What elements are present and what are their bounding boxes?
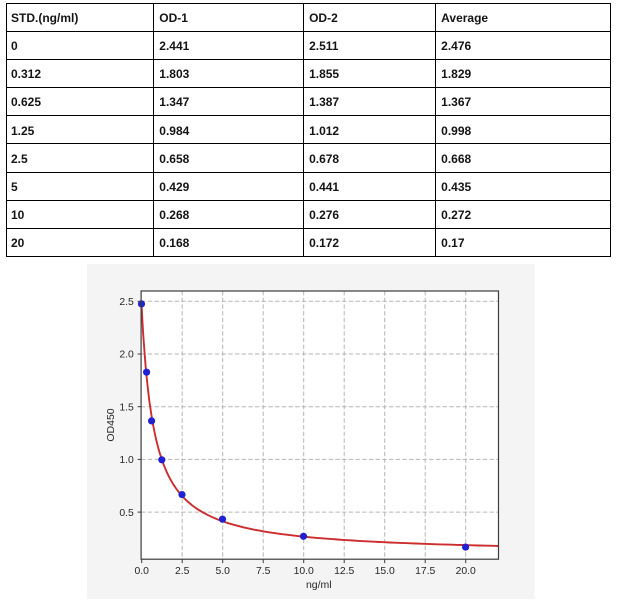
svg-text:2.5: 2.5 <box>175 566 190 577</box>
svg-text:1.0: 1.0 <box>119 455 134 466</box>
svg-text:2.0: 2.0 <box>119 350 134 361</box>
svg-text:5.0: 5.0 <box>215 566 230 577</box>
svg-text:OD450: OD450 <box>105 408 117 441</box>
svg-text:0.5: 0.5 <box>119 508 134 519</box>
svg-text:17.5: 17.5 <box>415 566 435 577</box>
svg-text:15.0: 15.0 <box>375 566 395 577</box>
svg-text:0.0: 0.0 <box>134 566 149 577</box>
svg-text:2.5: 2.5 <box>119 297 134 308</box>
svg-text:20.0: 20.0 <box>456 566 476 577</box>
svg-text:1.5: 1.5 <box>119 402 134 413</box>
svg-text:12.5: 12.5 <box>334 566 354 577</box>
svg-text:ng/ml: ng/ml <box>306 579 332 591</box>
svg-text:10.0: 10.0 <box>294 566 314 577</box>
svg-text:7.5: 7.5 <box>256 566 271 577</box>
